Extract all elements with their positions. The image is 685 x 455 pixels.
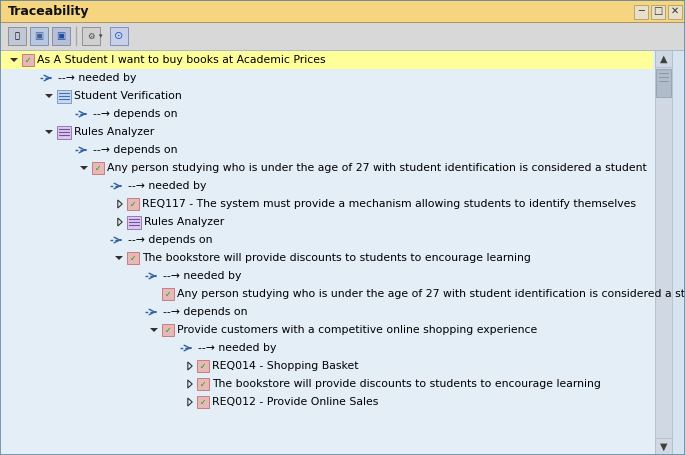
FancyBboxPatch shape [0,0,685,22]
Text: Any person studying who is under the age of 27 with student identification is co: Any person studying who is under the age… [107,163,647,173]
Text: ✓: ✓ [25,56,32,65]
FancyBboxPatch shape [52,27,70,45]
Text: The bookstore will provide discounts to students to encourage learning: The bookstore will provide discounts to … [142,253,531,263]
Text: --→ needed by: --→ needed by [198,343,276,353]
Text: ✓: ✓ [200,398,206,406]
FancyBboxPatch shape [651,5,665,19]
FancyBboxPatch shape [668,5,682,19]
Text: The bookstore will provide discounts to students to encourage learning: The bookstore will provide discounts to … [212,379,601,389]
FancyBboxPatch shape [82,27,100,45]
FancyBboxPatch shape [0,22,685,50]
Text: ▲: ▲ [660,54,667,64]
FancyBboxPatch shape [22,54,34,66]
Text: ▣: ▣ [56,31,66,41]
FancyBboxPatch shape [162,288,174,300]
Text: --→ needed by: --→ needed by [128,181,206,191]
FancyBboxPatch shape [127,252,139,264]
Text: Student Verification: Student Verification [74,91,182,101]
Text: ✓: ✓ [130,253,136,263]
FancyBboxPatch shape [127,198,139,210]
FancyBboxPatch shape [162,324,174,336]
FancyBboxPatch shape [1,51,653,69]
Text: REQ014 - Shopping Basket: REQ014 - Shopping Basket [212,361,358,371]
Text: ✕: ✕ [671,6,679,16]
FancyBboxPatch shape [197,396,209,408]
Text: ▣: ▣ [34,31,44,41]
FancyBboxPatch shape [634,5,648,19]
FancyBboxPatch shape [92,162,104,174]
FancyBboxPatch shape [655,50,672,455]
Text: --→ needed by: --→ needed by [163,271,241,281]
FancyBboxPatch shape [127,216,141,228]
FancyBboxPatch shape [110,27,128,45]
Text: ✓: ✓ [130,199,136,208]
Polygon shape [10,58,18,62]
Text: ✓: ✓ [165,325,171,334]
FancyBboxPatch shape [57,126,71,138]
Text: --→ depends on: --→ depends on [128,235,212,245]
Text: --→ needed by: --→ needed by [58,73,136,83]
Text: ⊙: ⊙ [114,31,124,41]
Text: REQ117 - The system must provide a mechanism allowing students to identify thems: REQ117 - The system must provide a mecha… [142,199,636,209]
Text: ✓: ✓ [165,289,171,298]
FancyBboxPatch shape [30,27,48,45]
FancyBboxPatch shape [655,50,672,67]
Polygon shape [45,94,53,98]
Text: □: □ [653,6,662,16]
Text: REQ012 - Provide Online Sales: REQ012 - Provide Online Sales [212,397,378,407]
Text: ⚙: ⚙ [87,31,95,40]
FancyBboxPatch shape [57,90,71,102]
Text: Rules Analyzer: Rules Analyzer [144,217,224,227]
FancyBboxPatch shape [0,50,655,455]
Text: 🔭: 🔭 [14,31,19,40]
FancyBboxPatch shape [197,378,209,390]
Text: Traceability: Traceability [8,5,90,17]
Text: --→ depends on: --→ depends on [93,145,177,155]
Text: As A Student I want to buy books at Academic Prices: As A Student I want to buy books at Acad… [37,55,325,65]
Text: ✓: ✓ [200,362,206,370]
Text: ▼: ▼ [660,441,667,451]
Polygon shape [115,256,123,260]
FancyBboxPatch shape [8,27,26,45]
Text: ▾: ▾ [99,33,103,39]
Polygon shape [45,130,53,134]
FancyBboxPatch shape [655,438,672,455]
Text: Provide customers with a competitive online shopping experience: Provide customers with a competitive onl… [177,325,537,335]
Text: ✓: ✓ [200,379,206,389]
Text: --→ depends on: --→ depends on [163,307,247,317]
Text: ─: ─ [638,6,644,16]
Text: Rules Analyzer: Rules Analyzer [74,127,154,137]
Text: Any person studying who is under the age of 27 with student identification is co: Any person studying who is under the age… [177,289,685,299]
FancyBboxPatch shape [656,69,671,97]
Polygon shape [80,166,88,170]
FancyBboxPatch shape [197,360,209,372]
Text: --→ depends on: --→ depends on [93,109,177,119]
Text: ✓: ✓ [95,163,101,172]
Polygon shape [150,328,158,332]
